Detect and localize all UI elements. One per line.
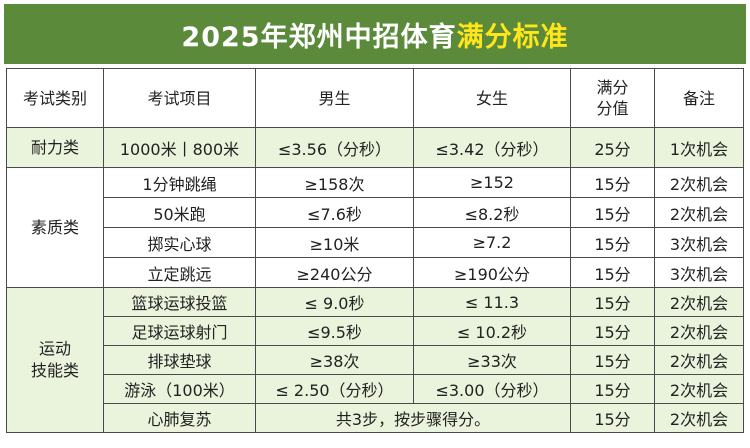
col-item: 考试项目 xyxy=(103,68,256,128)
cell-score: 15分 xyxy=(570,345,655,375)
cell-female: ≥7.2 xyxy=(413,227,571,258)
cell-score: 15分 xyxy=(570,227,655,258)
table-row: 足球运球射门 ≤9.5秒 ≤ 10.2秒 15分 2次机会 xyxy=(7,316,744,346)
cell-male: ≤7.6秒 xyxy=(255,197,414,228)
cell-male: ≤3.56（分秒） xyxy=(255,127,414,168)
cell-note: 2次机会 xyxy=(654,374,744,404)
header-row: 考试类别 考试项目 男生 女生 满分分值 备注 xyxy=(6,68,744,128)
cell-male: ≤ 2.50（分秒） xyxy=(255,374,414,404)
standards-table: 考试类别 考试项目 男生 女生 满分分值 备注 耐力类 1000米丨800米 ≤… xyxy=(6,68,744,433)
table-row: 50米跑 ≤7.6秒 ≤8.2秒 15分 2次机会 xyxy=(7,197,744,228)
cell-male: ≤ 9.0秒 xyxy=(255,287,414,317)
table-row: 耐力类 1000米丨800米 ≤3.56（分秒） ≤3.42（分秒） 25分 1… xyxy=(6,127,744,168)
col-category: 考试类别 xyxy=(6,68,104,128)
title-highlight: 满分标准 xyxy=(456,21,569,53)
cell-note: 3次机会 xyxy=(654,227,744,258)
table-row: 立定跳远 ≥240公分 ≥190公分 15分 3次机会 xyxy=(7,257,744,288)
group-skill-line2: 技能类 xyxy=(30,361,79,380)
cell-male: ≤9.5秒 xyxy=(255,316,414,346)
cell-note: 1次机会 xyxy=(654,127,744,168)
cell-note: 2次机会 xyxy=(654,316,744,346)
cell-score: 15分 xyxy=(570,167,655,198)
cell-item: 立定跳远 xyxy=(103,257,256,288)
cell-male: ≥240公分 xyxy=(255,257,414,288)
cell-item: 足球运球射门 xyxy=(103,316,256,346)
cell-score: 15分 xyxy=(570,374,655,404)
col-score-line2: 分值 xyxy=(596,99,629,118)
cell-score: 15分 xyxy=(570,287,655,317)
cell-male: ≥10米 xyxy=(255,227,414,258)
cell-score: 15分 xyxy=(570,197,655,228)
cell-note: 2次机会 xyxy=(654,167,744,198)
cell-note: 3次机会 xyxy=(654,257,744,288)
cell-item: 游泳（100米） xyxy=(103,374,256,404)
cell-combined: 共3步，按步骤得分。 xyxy=(255,403,571,433)
table-row: 游泳（100米） ≤ 2.50（分秒） ≤3.00（分秒） 15分 2次机会 xyxy=(7,374,744,404)
cell-item: 排球垫球 xyxy=(103,345,256,375)
cell-score: 25分 xyxy=(570,127,655,168)
col-note: 备注 xyxy=(654,68,744,128)
col-male: 男生 xyxy=(255,68,414,128)
cell-item: 50米跑 xyxy=(103,197,256,228)
title-bar: 2025年郑州中招体育 满分标准 xyxy=(4,4,746,64)
cell-item: 篮球运球投篮 xyxy=(103,287,256,317)
cell-female: ≥152 xyxy=(413,167,571,198)
cell-female: ≤ 10.2秒 xyxy=(413,316,571,346)
cell-female: ≤ 11.3 xyxy=(413,287,571,317)
cell-item: 1000米丨800米 xyxy=(103,127,256,168)
group-quality: 素质类 xyxy=(6,167,104,288)
cell-item: 掷实心球 xyxy=(103,227,256,258)
cell-note: 2次机会 xyxy=(654,287,744,317)
cell-female: ≥190公分 xyxy=(413,257,571,288)
cell-male: ≥38次 xyxy=(255,345,414,375)
col-score: 满分 分值 xyxy=(570,68,655,128)
cell-female: ≤8.2秒 xyxy=(413,197,571,228)
col-score-line1: 满分 xyxy=(596,78,629,97)
cell-score: 15分 xyxy=(570,257,655,288)
col-female: 女生 xyxy=(413,68,571,128)
cell-score: 15分 xyxy=(570,316,655,346)
cell-female: ≤3.42（分秒） xyxy=(413,127,571,168)
cell-note: 2次机会 xyxy=(654,403,744,433)
table-row: 掷实心球 ≥10米 ≥7.2 15分 3次机会 xyxy=(7,227,744,258)
table-row: 运动技能类 篮球运球投篮 ≤ 9.0秒 ≤ 11.3 15分 2次机会 xyxy=(6,287,744,433)
cell-item: 1分钟跳绳 xyxy=(103,167,256,198)
group-skill: 运动 技能类 xyxy=(6,287,104,433)
cell-female: ≤3.00（分秒） xyxy=(413,374,571,404)
cell-score: 15分 xyxy=(570,403,655,433)
cell-female: ≥33次 xyxy=(413,345,571,375)
table-row: 心肺复苏 共3步，按步骤得分。 15分 2次机会 xyxy=(7,403,744,433)
table-row: 素质类 1分钟跳绳 ≥158次 ≥152 15分 2次机会 xyxy=(6,167,744,288)
cell-note: 2次机会 xyxy=(654,197,744,228)
table-row: 排球垫球 ≥38次 ≥33次 15分 2次机会 xyxy=(7,345,744,375)
title-main: 2025年郑州中招体育 xyxy=(181,21,457,53)
cell-item: 心肺复苏 xyxy=(103,403,256,433)
cell-note: 2次机会 xyxy=(654,345,744,375)
group-skill-line1: 运动 xyxy=(38,339,71,358)
cell-male: ≥158次 xyxy=(255,167,414,198)
group-endurance: 耐力类 xyxy=(6,127,104,168)
